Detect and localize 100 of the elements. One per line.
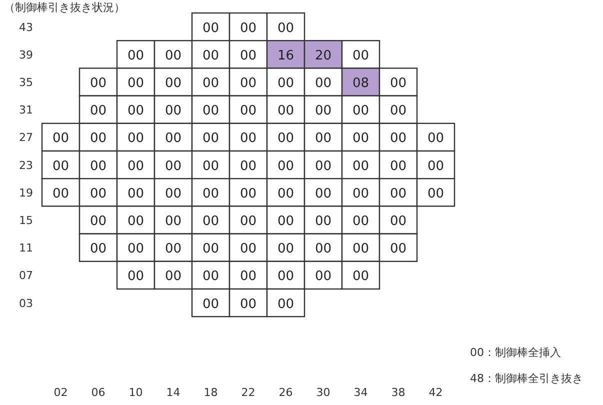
data-label: 00 [314, 186, 332, 202]
data-label: 00 [314, 131, 332, 146]
data-label: 00 [202, 48, 220, 64]
y-tick-label: 19 [19, 186, 33, 200]
data-label: 00 [127, 131, 144, 146]
data-label: 00 [240, 48, 257, 64]
data-label: 00 [240, 242, 257, 257]
x-tick-label: 10 [128, 386, 143, 399]
data-label: 00 [202, 242, 220, 257]
x-tick-label: 02 [54, 386, 68, 399]
data-label: 00 [127, 158, 144, 174]
data-label: 00 [127, 269, 144, 284]
data-label: 00 [164, 104, 182, 119]
data-label: 00 [314, 214, 332, 229]
data-label: 00 [240, 131, 257, 146]
data-label: 00 [240, 158, 257, 174]
y-tick-label: 39 [19, 48, 33, 62]
data-label: 00 [352, 158, 370, 174]
data-label: 00 [240, 20, 257, 36]
data-label: 00 [240, 296, 257, 312]
data-label: 00 [127, 214, 144, 229]
data-label: 00 [90, 104, 107, 119]
data-label: 00 [277, 131, 294, 146]
y-tick-label: 15 [19, 214, 33, 227]
data-label: 00 [427, 186, 444, 202]
x-tick-label: 34 [354, 386, 368, 399]
data-label: 00 [314, 104, 332, 119]
data-label: 00 [164, 214, 182, 229]
data-label: 00 [164, 242, 182, 257]
data-label: 00 [352, 186, 370, 202]
data-label: 00 [164, 131, 182, 146]
data-label: 00 [352, 269, 370, 284]
data-label: 00 [202, 186, 220, 202]
data-label: 00 [202, 269, 220, 284]
data-label: 00 [240, 186, 257, 202]
data-label: 00 [90, 214, 107, 229]
data-label: 00 [390, 186, 407, 202]
y-tick-label: 35 [19, 76, 33, 89]
data-label: 00 [352, 242, 370, 257]
data-label: 00 [277, 242, 294, 257]
data-label: 00 [427, 158, 444, 174]
y-tick-label: 43 [19, 20, 33, 34]
data-label: 00 [390, 76, 407, 91]
data-label: 00 [164, 186, 182, 202]
data-label: 00 [390, 131, 407, 146]
data-label: 00 [52, 186, 70, 202]
data-label: 00 [202, 296, 220, 312]
data-label: 00 [314, 76, 332, 91]
y-tick-label: 27 [19, 131, 33, 144]
data-label: 00 [240, 269, 257, 284]
data-label: 20 [314, 48, 332, 64]
data-label: 00 [127, 242, 144, 257]
x-tick-label: 18 [204, 386, 218, 399]
data-label: 00 [90, 158, 107, 174]
data-label: 00 [202, 131, 220, 146]
y-tick-label: 31 [19, 104, 33, 117]
data-label: 00 [277, 186, 294, 202]
data-label: 00 [127, 104, 144, 119]
data-label: 00 [202, 158, 220, 174]
x-tick-label: 38 [391, 386, 406, 399]
data-label: 00 [314, 269, 332, 284]
data-label: 00 [277, 20, 294, 36]
data-label: 00 [390, 158, 407, 174]
data-label: 00 [277, 296, 294, 312]
data-label: 00 [202, 104, 220, 119]
data-label: 00 [202, 76, 220, 91]
data-label: 00 [390, 214, 407, 229]
data-label: 00 [90, 242, 107, 257]
data-label: 00 [314, 242, 332, 257]
data-label: 00 [352, 131, 370, 146]
data-label: 00 [164, 269, 182, 284]
text: 00：制御棒全挿入 [470, 346, 561, 359]
data-label: 08 [352, 76, 370, 91]
x-tick-label: 06 [91, 386, 106, 399]
data-label: 00 [314, 158, 332, 174]
y-tick-label: 11 [19, 242, 33, 255]
x-tick-label: 42 [428, 386, 443, 399]
data-label: 00 [352, 104, 370, 119]
data-label: 00 [240, 104, 257, 119]
data-label: 00 [164, 158, 182, 174]
y-tick-label: 23 [19, 158, 33, 172]
data-label: 00 [277, 214, 294, 229]
data-label: 00 [277, 269, 294, 284]
data-label: 00 [240, 214, 257, 229]
x-tick-label: 26 [278, 386, 293, 399]
data-label: 00 [127, 76, 144, 91]
text: 48：制御棒全引き抜き [470, 372, 583, 385]
data-label: 00 [127, 186, 144, 202]
data-label: 00 [90, 76, 107, 91]
data-label: 00 [202, 20, 220, 36]
data-label: 00 [90, 186, 107, 202]
x-tick-label: 30 [316, 386, 330, 399]
data-label: 00 [390, 242, 407, 257]
y-tick-label: 03 [19, 296, 33, 310]
data-label: 00 [390, 104, 407, 119]
data-label: 00 [277, 158, 294, 174]
x-tick-label: 14 [166, 386, 180, 399]
data-label: 00 [277, 76, 294, 91]
data-label: 00 [202, 214, 220, 229]
data-label: 00 [427, 131, 444, 146]
